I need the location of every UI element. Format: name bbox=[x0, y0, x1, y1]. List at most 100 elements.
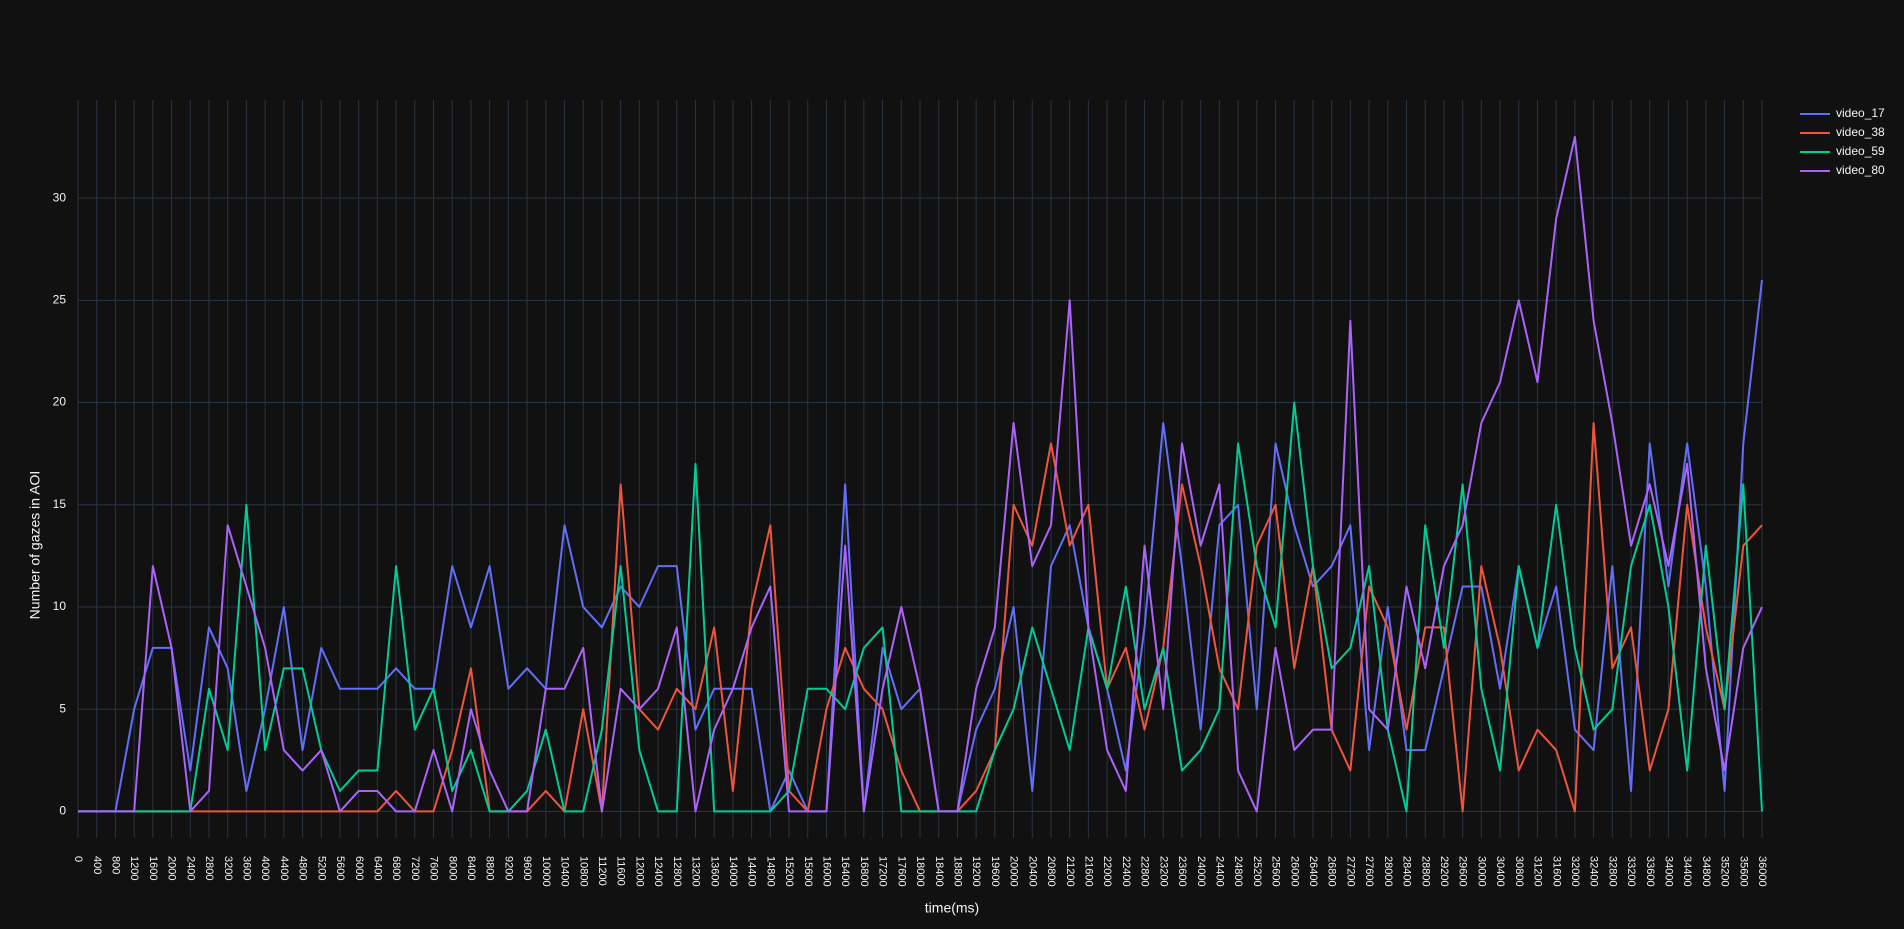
x-tick-label: 3200 bbox=[222, 856, 234, 880]
x-tick-label: 13200 bbox=[690, 856, 702, 887]
x-tick-label: 34000 bbox=[1663, 856, 1675, 887]
x-tick-label: 7200 bbox=[409, 856, 421, 880]
y-tick-label: 5 bbox=[59, 701, 66, 715]
x-tick-label: 27600 bbox=[1363, 856, 1375, 887]
x-tick-label: 2400 bbox=[184, 856, 196, 880]
x-tick-label: 0 bbox=[72, 856, 84, 862]
x-tick-label: 15200 bbox=[783, 856, 795, 887]
x-tick-label: 31600 bbox=[1550, 856, 1562, 887]
x-tick-label: 400 bbox=[91, 856, 103, 874]
x-tick-label: 32800 bbox=[1606, 856, 1618, 887]
x-tick-label: 17600 bbox=[895, 856, 907, 887]
x-tick-label: 8800 bbox=[484, 856, 496, 880]
x-tick-label: 24400 bbox=[1213, 856, 1225, 887]
x-tick-label: 26800 bbox=[1326, 856, 1338, 887]
x-tick-label: 3600 bbox=[240, 856, 252, 880]
x-tick-label: 32000 bbox=[1569, 856, 1581, 887]
x-tick-label: 12000 bbox=[633, 856, 645, 887]
y-tick-label: 25 bbox=[53, 293, 67, 307]
x-tick-label: 33600 bbox=[1644, 856, 1656, 887]
x-tick-label: 31200 bbox=[1532, 856, 1544, 887]
x-tick-label: 16800 bbox=[858, 856, 870, 887]
x-tick-label: 21200 bbox=[1064, 856, 1076, 887]
x-tick-label: 11600 bbox=[615, 856, 627, 886]
x-tick-label: 18800 bbox=[952, 856, 964, 887]
x-tick-label: 4800 bbox=[297, 856, 309, 880]
x-tick-label: 15600 bbox=[802, 856, 814, 887]
legend-label: video_38 bbox=[1836, 125, 1885, 139]
x-tick-label: 22400 bbox=[1120, 856, 1132, 887]
legend-item: video_59 bbox=[1800, 144, 1885, 158]
x-tick-label: 21600 bbox=[1082, 856, 1094, 887]
x-tick-label: 30000 bbox=[1475, 856, 1487, 887]
legend-label: video_59 bbox=[1836, 144, 1885, 158]
x-tick-label: 12800 bbox=[671, 856, 683, 887]
x-tick-label: 35600 bbox=[1737, 856, 1749, 887]
x-tick-label: 2800 bbox=[203, 856, 215, 880]
x-tick-label: 23600 bbox=[1176, 856, 1188, 887]
y-axis-title: Number of gazes in AOI bbox=[27, 471, 43, 620]
x-tick-label: 7600 bbox=[428, 856, 440, 880]
x-tick-label: 27200 bbox=[1344, 856, 1356, 887]
series-line bbox=[78, 401, 1763, 813]
y-tick-label: 20 bbox=[53, 395, 67, 409]
y-tick-label: 10 bbox=[53, 599, 67, 613]
x-tick-label: 22800 bbox=[1139, 856, 1151, 887]
x-tick-label: 5200 bbox=[315, 856, 327, 880]
x-tick-label: 20400 bbox=[1026, 856, 1038, 887]
y-tick-label: 15 bbox=[53, 497, 67, 511]
x-tick-label: 6000 bbox=[353, 856, 365, 880]
legend-label: video_17 bbox=[1836, 106, 1885, 120]
legend-item: video_17 bbox=[1800, 106, 1885, 120]
x-tick-label: 5600 bbox=[334, 856, 346, 880]
x-tick-label: 24000 bbox=[1195, 856, 1207, 887]
legend-item: video_80 bbox=[1800, 163, 1885, 177]
x-tick-label: 23200 bbox=[1157, 856, 1169, 887]
x-tick-label: 28000 bbox=[1382, 856, 1394, 887]
x-tick-label: 35200 bbox=[1719, 856, 1731, 887]
y-tick-label: 0 bbox=[59, 804, 66, 818]
x-tick-label: 10000 bbox=[540, 856, 552, 887]
legend-item: video_38 bbox=[1800, 125, 1885, 139]
x-tick-label: 6800 bbox=[390, 856, 402, 880]
x-tick-label: 16000 bbox=[821, 856, 833, 887]
x-tick-label: 9600 bbox=[521, 856, 533, 880]
x-tick-label: 12400 bbox=[652, 856, 664, 887]
x-tick-label: 14400 bbox=[746, 856, 758, 887]
x-tick-label: 26400 bbox=[1307, 856, 1319, 887]
x-tick-label: 9200 bbox=[502, 856, 514, 880]
x-tick-label: 20800 bbox=[1045, 856, 1057, 887]
x-tick-label: 32400 bbox=[1588, 856, 1600, 887]
x-tick-label: 36000 bbox=[1756, 856, 1768, 887]
x-tick-label: 1200 bbox=[128, 856, 140, 880]
x-tick-label: 6400 bbox=[371, 856, 383, 880]
x-tick-label: 800 bbox=[110, 856, 122, 874]
x-tick-label: 2000 bbox=[166, 856, 178, 880]
x-tick-label: 28800 bbox=[1419, 856, 1431, 887]
x-tick-label: 30400 bbox=[1494, 856, 1506, 887]
x-tick-label: 13600 bbox=[708, 856, 720, 887]
x-tick-label: 19200 bbox=[970, 856, 982, 887]
y-tick-label: 30 bbox=[53, 190, 67, 204]
x-tick-label: 10800 bbox=[577, 856, 589, 887]
x-tick-label: 18400 bbox=[933, 856, 945, 887]
x-tick-label: 26000 bbox=[1288, 856, 1300, 887]
x-tick-label: 4000 bbox=[259, 856, 271, 880]
x-tick-label: 18000 bbox=[914, 856, 926, 887]
x-tick-label: 16400 bbox=[839, 856, 851, 887]
x-tick-label: 8400 bbox=[465, 856, 477, 880]
x-tick-label: 14000 bbox=[727, 856, 739, 887]
series-line bbox=[78, 135, 1763, 813]
x-tick-label: 22000 bbox=[1101, 856, 1113, 887]
legend-label: video_80 bbox=[1836, 163, 1885, 177]
x-tick-label: 8000 bbox=[446, 856, 458, 880]
x-tick-label: 25600 bbox=[1270, 856, 1282, 887]
x-tick-label: 34400 bbox=[1681, 856, 1693, 887]
x-tick-label: 10400 bbox=[559, 856, 571, 887]
x-tick-label: 28400 bbox=[1401, 856, 1413, 887]
x-tick-label: 11200 bbox=[596, 856, 608, 886]
x-tick-label: 17200 bbox=[877, 856, 889, 887]
x-tick-label: 29600 bbox=[1457, 856, 1469, 887]
x-tick-label: 25200 bbox=[1251, 856, 1263, 887]
